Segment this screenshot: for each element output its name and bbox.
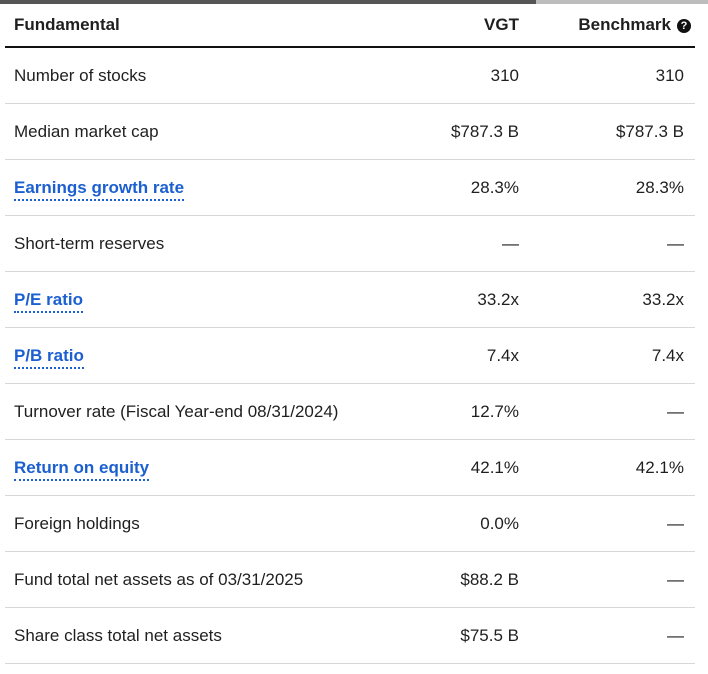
help-icon[interactable]: ?: [677, 19, 691, 33]
fundamentals-table: Fundamental VGT Benchmark? Number of sto…: [5, 4, 695, 664]
return-on-equity-link[interactable]: Return on equity: [14, 457, 150, 481]
vgt-value: $787.3 B: [390, 103, 522, 160]
header-benchmark: Benchmark?: [522, 4, 695, 48]
table-row: P/E ratio 33.2x 33.2x: [5, 271, 695, 328]
vgt-value: 42.1%: [390, 439, 522, 496]
row-label-number-of-stocks: Number of stocks: [5, 47, 390, 104]
vgt-value: 0.0%: [390, 495, 522, 552]
table-row: Return on equity 42.1% 42.1%: [5, 439, 695, 496]
table-row: Median market cap $787.3 B $787.3 B: [5, 103, 695, 160]
benchmark-value: —: [522, 383, 695, 440]
vgt-value: 28.3%: [390, 159, 522, 216]
table-header-row: Fundamental VGT Benchmark?: [5, 4, 695, 48]
table-row: Earnings growth rate 28.3% 28.3%: [5, 159, 695, 216]
table-row: Short-term reserves — —: [5, 215, 695, 272]
benchmark-value: 33.2x: [522, 271, 695, 328]
benchmark-value: —: [522, 215, 695, 272]
row-label-cell: P/B ratio: [5, 327, 390, 384]
benchmark-value: 310: [522, 47, 695, 104]
benchmark-value: 7.4x: [522, 327, 695, 384]
row-label-cell: Return on equity: [5, 439, 390, 496]
benchmark-value: —: [522, 607, 695, 664]
table-row: Number of stocks 310 310: [5, 47, 695, 104]
benchmark-value: 42.1%: [522, 439, 695, 496]
row-label-cell: P/E ratio: [5, 271, 390, 328]
table-row: P/B ratio 7.4x 7.4x: [5, 327, 695, 384]
vgt-value: $75.5 B: [390, 607, 522, 664]
vgt-value: —: [390, 215, 522, 272]
benchmark-value: —: [522, 495, 695, 552]
benchmark-value: $787.3 B: [522, 103, 695, 160]
earnings-growth-rate-link[interactable]: Earnings growth rate: [14, 177, 185, 201]
header-vgt: VGT: [390, 4, 522, 48]
row-label-foreign-holdings: Foreign holdings: [5, 495, 390, 552]
header-fundamental: Fundamental: [5, 4, 390, 48]
vgt-value: 12.7%: [390, 383, 522, 440]
row-label-cell: Earnings growth rate: [5, 159, 390, 216]
table-row: Fund total net assets as of 03/31/2025 $…: [5, 551, 695, 608]
row-label-share-class-total-net-assets: Share class total net assets: [5, 607, 390, 664]
row-label-turnover-rate: Turnover rate (Fiscal Year-end 08/31/202…: [5, 383, 390, 440]
vgt-value: $88.2 B: [390, 551, 522, 608]
row-label-fund-total-net-assets: Fund total net assets as of 03/31/2025: [5, 551, 390, 608]
vgt-value: 7.4x: [390, 327, 522, 384]
header-benchmark-label: Benchmark: [578, 15, 671, 34]
top-border: [0, 0, 708, 4]
benchmark-value: 28.3%: [522, 159, 695, 216]
table-row: Foreign holdings 0.0% —: [5, 495, 695, 552]
row-label-median-market-cap: Median market cap: [5, 103, 390, 160]
table-row: Share class total net assets $75.5 B —: [5, 607, 695, 664]
pe-ratio-link[interactable]: P/E ratio: [14, 289, 83, 313]
table-row: Turnover rate (Fiscal Year-end 08/31/202…: [5, 383, 695, 440]
row-label-short-term-reserves: Short-term reserves: [5, 215, 390, 272]
vgt-value: 33.2x: [390, 271, 522, 328]
pb-ratio-link[interactable]: P/B ratio: [14, 345, 84, 369]
benchmark-value: —: [522, 551, 695, 608]
vgt-value: 310: [390, 47, 522, 104]
